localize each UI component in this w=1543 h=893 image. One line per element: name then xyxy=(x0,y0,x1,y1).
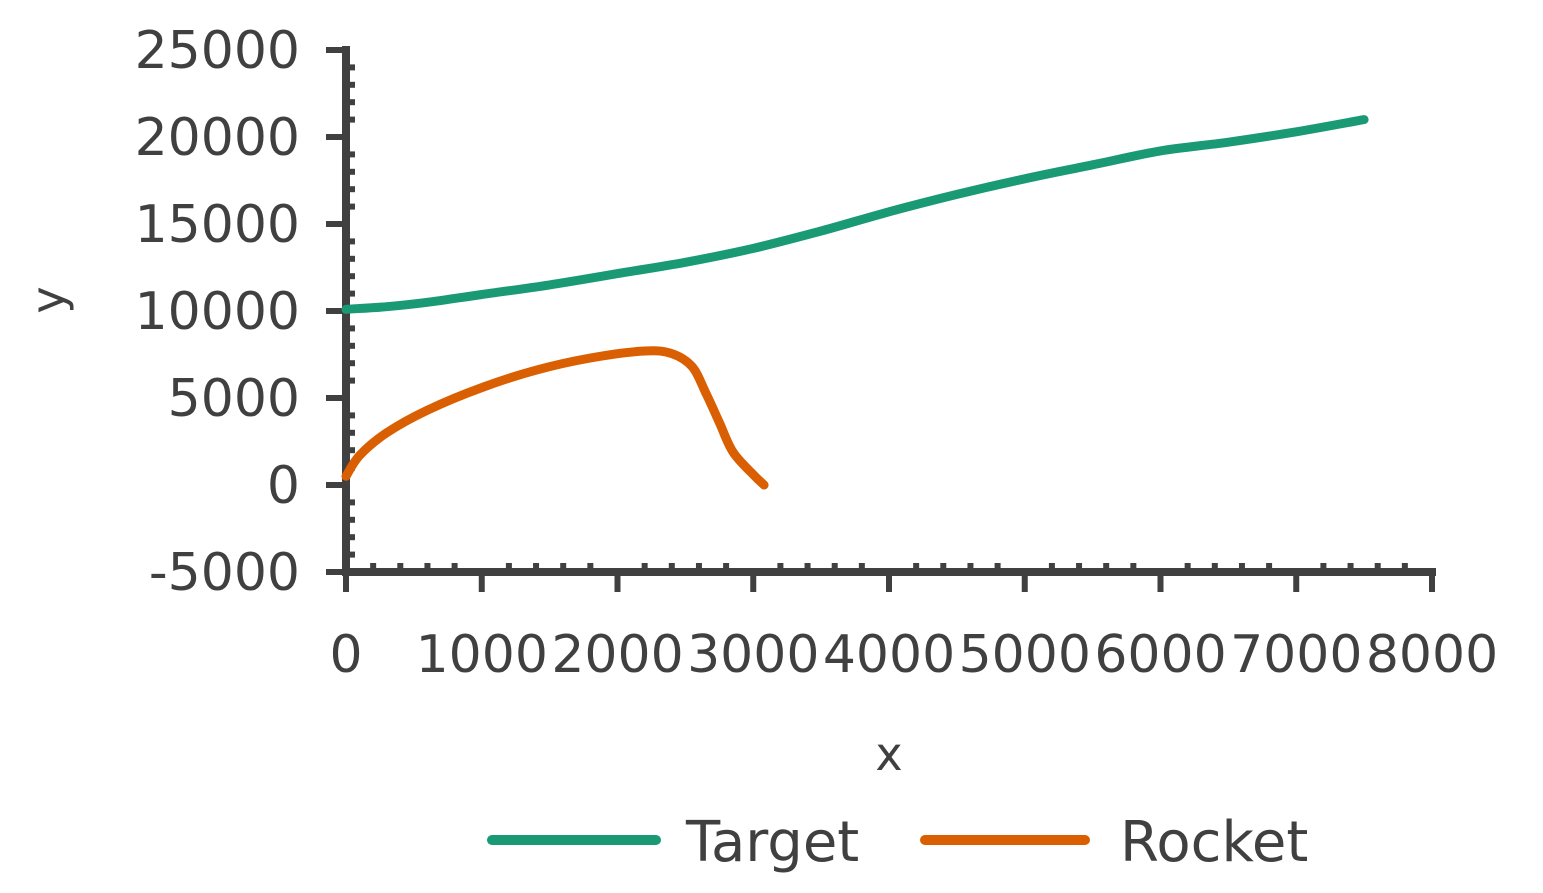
y-tick-label: 15000 xyxy=(135,195,300,255)
y-axis: -5000 0 5000 10000 15000 20000 25000 xyxy=(135,21,355,603)
y-tick-label: 10000 xyxy=(135,282,300,342)
x-tick-label: 3000 xyxy=(687,625,819,685)
y-tick-label: 20000 xyxy=(135,108,300,168)
y-tick-label: 0 xyxy=(267,456,300,516)
x-tick-label: 0 xyxy=(329,625,362,685)
y-tick-label: 25000 xyxy=(135,21,300,81)
legend: Target Rocket xyxy=(487,810,1308,875)
x-tick-label: 5000 xyxy=(959,625,1091,685)
x-tick-label: 7000 xyxy=(1230,625,1362,685)
x-tick-label: 1000 xyxy=(416,625,548,685)
x-tick-label: 4000 xyxy=(823,625,955,685)
series-line-target xyxy=(341,115,1369,314)
x-tick-label: 2000 xyxy=(551,625,683,685)
x-axis: 0 1000 2000 3000 4000 5000 6000 7000 8000 xyxy=(329,563,1498,685)
series-lines xyxy=(341,115,1369,490)
y-tick-label: 5000 xyxy=(168,369,300,429)
x-tick-label: 8000 xyxy=(1366,625,1498,685)
legend-label-rocket: Rocket xyxy=(1120,810,1308,875)
y-axis-title: y xyxy=(21,286,75,313)
series-line-rocket xyxy=(341,346,769,490)
legend-label-target: Target xyxy=(685,810,859,875)
x-axis-title: x xyxy=(875,727,902,781)
x-tick-label: 6000 xyxy=(1094,625,1226,685)
y-tick-label: -5000 xyxy=(149,543,300,603)
